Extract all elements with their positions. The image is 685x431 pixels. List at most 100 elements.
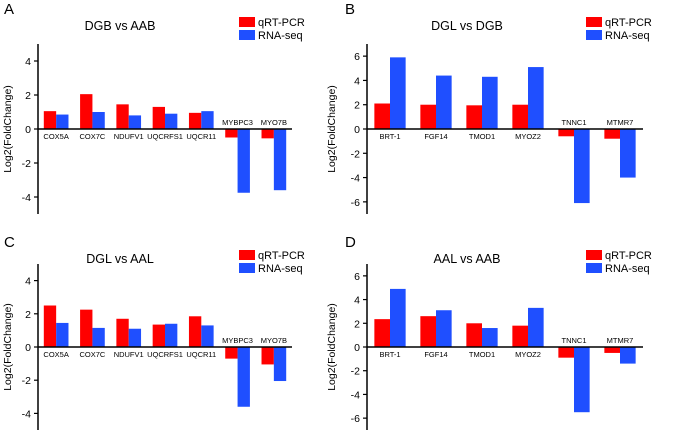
- y-tick-label: -2: [22, 158, 31, 170]
- legend-swatch: [239, 17, 255, 27]
- qrt-pcr-bar-tmod1: [466, 105, 482, 129]
- qrt-pcr-bar-uqcrfs1: [152, 324, 165, 347]
- rna-seq-bar-ndufv1: [128, 328, 142, 347]
- category-label: UQCR11: [186, 132, 216, 141]
- qrt-pcr-bar-tnnc1: [558, 347, 574, 358]
- category-label: UQCR11: [186, 350, 216, 359]
- legend-swatch: [239, 250, 255, 260]
- category-label: TNNC1: [561, 118, 586, 127]
- y-tick-label: 2: [354, 318, 360, 330]
- panel-letter: D: [345, 234, 356, 251]
- y-tick-label: -6: [351, 413, 360, 425]
- rna-seq-bar-cox5a: [56, 322, 69, 347]
- rna-seq-bar-myoz2: [528, 307, 544, 347]
- category-label: MTMR7: [607, 336, 634, 345]
- y-tick-label: 4: [25, 56, 31, 68]
- category-label: NDUFV1: [114, 132, 144, 141]
- panel-c: C DGL vs AAL 4 2 0 -2 -4 Log2(FoldChange) COX5A C…: [2, 234, 305, 430]
- qrt-pcr-bar-brt-1: [374, 319, 390, 347]
- legend-label: RNA-seq: [258, 30, 303, 42]
- rna-seq-bar-fgf14: [436, 310, 452, 347]
- rna-seq-bar-cox7c: [92, 327, 105, 347]
- y-tick-label: 2: [25, 309, 31, 321]
- qrt-pcr-bar-uqcr11: [188, 316, 202, 347]
- qrt-pcr-bar-mtmr7: [604, 129, 620, 139]
- qrt-pcr-bar-mtmr7: [604, 347, 620, 353]
- chart-title: AAL vs AAB: [434, 252, 501, 266]
- rna-seq-bar-brt-1: [390, 57, 406, 129]
- qrt-pcr-bar-mybpc3: [225, 129, 238, 138]
- qrt-pcr-bar-mybpc3: [225, 347, 238, 359]
- panel-letter: A: [4, 1, 14, 18]
- qrt-pcr-bar-myo7b: [261, 129, 274, 139]
- rna-seq-bar-uqcr11: [201, 325, 214, 347]
- category-label: MYO7B: [261, 118, 287, 127]
- y-axis-label: Log2(FoldChange): [2, 303, 14, 391]
- rna-seq-bar-myo7b: [273, 347, 287, 382]
- qrt-pcr-bar-fgf14: [420, 104, 436, 129]
- category-label: TMOD1: [469, 350, 495, 359]
- y-tick-label: 0: [354, 342, 360, 354]
- y-tick-label: -4: [22, 408, 31, 420]
- category-label: NDUFV1: [114, 350, 144, 359]
- chart-title: DGL vs DGB: [431, 19, 503, 33]
- rna-seq-bar-tmod1: [482, 328, 498, 347]
- y-tick-label: 0: [25, 342, 31, 354]
- y-tick-label: -4: [351, 389, 360, 401]
- category-label: TNNC1: [561, 336, 586, 345]
- panel-b: B DGL vs DGB 6 4 2 0 -2 -4 -6 Log2(FoldChange) BRT…: [326, 1, 652, 214]
- category-label: MYBPC3: [222, 118, 253, 127]
- qrt-pcr-bar-cox7c: [80, 309, 93, 347]
- y-tick-label: -2: [22, 375, 31, 387]
- qrt-pcr-bar-cox5a: [43, 111, 57, 129]
- category-label: UQCRFS1: [147, 132, 183, 141]
- category-label: COX5A: [43, 350, 68, 359]
- legend-label: qRT-PCR: [605, 250, 652, 262]
- y-tick-label: -2: [351, 366, 360, 378]
- y-tick-label: 4: [354, 295, 360, 307]
- panel-d: D AAL vs AAB 6 4 2 0 -2 -4 -6 Log2(FoldChange) BRT…: [326, 234, 652, 430]
- qrt-pcr-bar-cox7c: [80, 94, 93, 129]
- y-tick-label: -4: [351, 173, 360, 185]
- y-tick-label: -2: [351, 148, 360, 160]
- category-label: COX7C: [80, 132, 106, 141]
- y-tick-label: 0: [25, 124, 31, 136]
- y-axis-label: Log2(FoldChange): [2, 85, 14, 173]
- chart-title: DGB vs AAB: [85, 19, 156, 33]
- y-tick-label: 6: [354, 51, 360, 63]
- rna-seq-bar-myo7b: [273, 129, 287, 191]
- qrt-pcr-bar-tmod1: [466, 323, 482, 347]
- rna-seq-bar-mybpc3: [237, 347, 250, 407]
- qrt-pcr-bar-brt-1: [374, 103, 390, 129]
- qrt-pcr-bar-ndufv1: [116, 104, 129, 129]
- rna-seq-bar-tmod1: [482, 76, 498, 129]
- rna-seq-bar-ndufv1: [128, 115, 142, 129]
- chart-title: DGL vs AAL: [86, 252, 154, 266]
- y-tick-label: 2: [25, 90, 31, 102]
- y-tick-label: 4: [354, 75, 360, 87]
- legend-label: RNA-seq: [258, 263, 303, 275]
- qrt-pcr-bar-cox5a: [43, 305, 57, 347]
- legend-swatch: [586, 250, 602, 260]
- rna-seq-bar-uqcrfs1: [165, 323, 178, 347]
- category-label: TMOD1: [469, 132, 495, 141]
- rna-seq-bar-cox5a: [56, 114, 69, 129]
- qrt-pcr-bar-myo7b: [261, 347, 274, 365]
- y-axis-label: Log2(FoldChange): [326, 85, 338, 173]
- qrt-pcr-bar-myoz2: [512, 104, 528, 129]
- category-label: UQCRFS1: [147, 350, 183, 359]
- rna-seq-bar-mtmr7: [620, 347, 636, 364]
- panel-letter: B: [345, 1, 355, 18]
- qrt-pcr-bar-fgf14: [420, 316, 436, 347]
- rna-seq-bar-fgf14: [436, 75, 452, 129]
- rna-seq-bar-cox7c: [92, 112, 105, 129]
- category-label: MYO7B: [261, 336, 287, 345]
- legend-swatch: [586, 30, 602, 40]
- category-label: COX5A: [43, 132, 68, 141]
- category-label: BRT-1: [379, 350, 400, 359]
- legend-swatch: [586, 17, 602, 27]
- qrt-pcr-bar-tnnc1: [558, 129, 574, 137]
- rna-seq-bar-brt-1: [390, 288, 406, 347]
- qrt-pcr-bar-uqcr11: [188, 112, 202, 129]
- category-label: MYOZ2: [515, 132, 541, 141]
